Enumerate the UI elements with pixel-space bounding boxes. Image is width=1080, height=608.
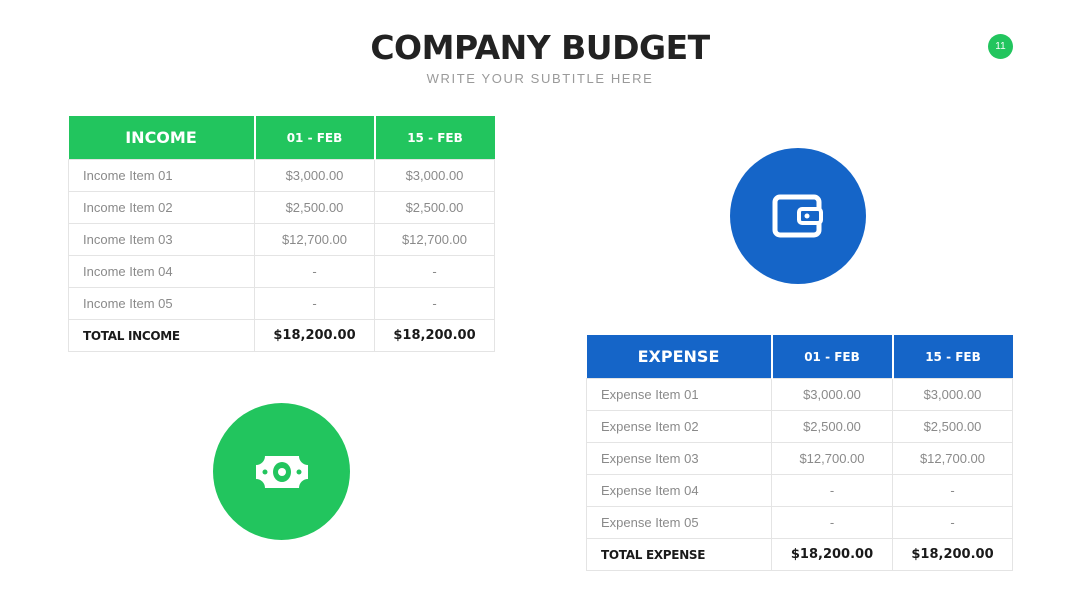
income-item-label: Income Item 03 [68,223,255,256]
income-total-value: $18,200.00 [374,319,495,352]
income-item-value: $2,500.00 [254,191,375,224]
income-item-label: Income Item 01 [68,159,255,192]
table-row: Expense Item 04 - - [586,474,1013,507]
expense-item-value: $2,500.00 [892,410,1013,443]
table-row: Income Item 02 $2,500.00 $2,500.00 [68,191,495,224]
expense-header-col-1: 01 - FEB [771,335,894,379]
income-item-value: - [374,255,495,288]
expense-item-value: $2,500.00 [771,410,893,443]
expense-item-label: Expense Item 02 [586,410,772,443]
expense-item-label: Expense Item 01 [586,378,772,411]
income-item-label: Income Item 05 [68,287,255,320]
income-item-value: - [374,287,495,320]
expense-item-value: - [771,474,893,507]
income-header-category: INCOME [68,116,256,160]
page-number-badge: 11 [988,34,1013,59]
income-item-value: $3,000.00 [374,159,495,192]
income-header-col-2: 15 - FEB [374,116,495,160]
expense-total-value: $18,200.00 [771,538,893,571]
table-row: Income Item 05 - - [68,287,495,320]
expense-header-row: EXPENSE 01 - FEB 15 - FEB [586,335,1013,379]
income-item-value: $3,000.00 [254,159,375,192]
expense-table: EXPENSE 01 - FEB 15 - FEB Expense Item 0… [586,335,1013,571]
table-row: Expense Item 01 $3,000.00 $3,000.00 [586,378,1013,411]
expense-item-value: $3,000.00 [771,378,893,411]
wallet-icon [772,194,823,238]
expense-item-value: - [771,506,893,539]
expense-item-label: Expense Item 05 [586,506,772,539]
income-total-value: $18,200.00 [254,319,375,352]
income-header-col-1: 01 - FEB [254,116,376,160]
table-row: Expense Item 02 $2,500.00 $2,500.00 [586,410,1013,443]
expense-header-category: EXPENSE [586,335,773,379]
expense-item-label: Expense Item 03 [586,442,772,475]
table-row: Expense Item 03 $12,700.00 $12,700.00 [586,442,1013,475]
expense-item-value: $3,000.00 [892,378,1013,411]
income-total-label: TOTAL INCOME [68,319,255,352]
income-item-value: - [254,287,375,320]
income-item-value: $12,700.00 [374,223,495,256]
page-title: COMPANY BUDGET [370,28,710,67]
income-item-value: - [254,255,375,288]
expense-item-value: - [892,474,1013,507]
expense-item-value: $12,700.00 [892,442,1013,475]
income-item-label: Income Item 04 [68,255,255,288]
expense-total-value: $18,200.00 [892,538,1013,571]
expense-icon-circle [730,148,866,284]
expense-item-value: - [892,506,1013,539]
table-row: Expense Item 05 - - [586,506,1013,539]
income-table: INCOME 01 - FEB 15 - FEB Income Item 01 … [68,116,495,352]
expense-total-row: TOTAL EXPENSE $18,200.00 $18,200.00 [586,538,1013,571]
table-row: Income Item 03 $12,700.00 $12,700.00 [68,223,495,256]
expense-item-value: $12,700.00 [771,442,893,475]
income-icon-circle [213,403,350,540]
income-item-value: $2,500.00 [374,191,495,224]
expense-total-label: TOTAL EXPENSE [586,538,772,571]
income-item-value: $12,700.00 [254,223,375,256]
income-item-label: Income Item 02 [68,191,255,224]
expense-item-label: Expense Item 04 [586,474,772,507]
expense-header-col-2: 15 - FEB [892,335,1013,379]
income-header-row: INCOME 01 - FEB 15 - FEB [68,116,495,160]
money-bill-icon [255,455,308,488]
income-total-row: TOTAL INCOME $18,200.00 $18,200.00 [68,319,495,352]
page-subtitle: WRITE YOUR SUBTITLE HERE [426,71,654,86]
table-row: Income Item 01 $3,000.00 $3,000.00 [68,159,495,192]
table-row: Income Item 04 - - [68,255,495,288]
